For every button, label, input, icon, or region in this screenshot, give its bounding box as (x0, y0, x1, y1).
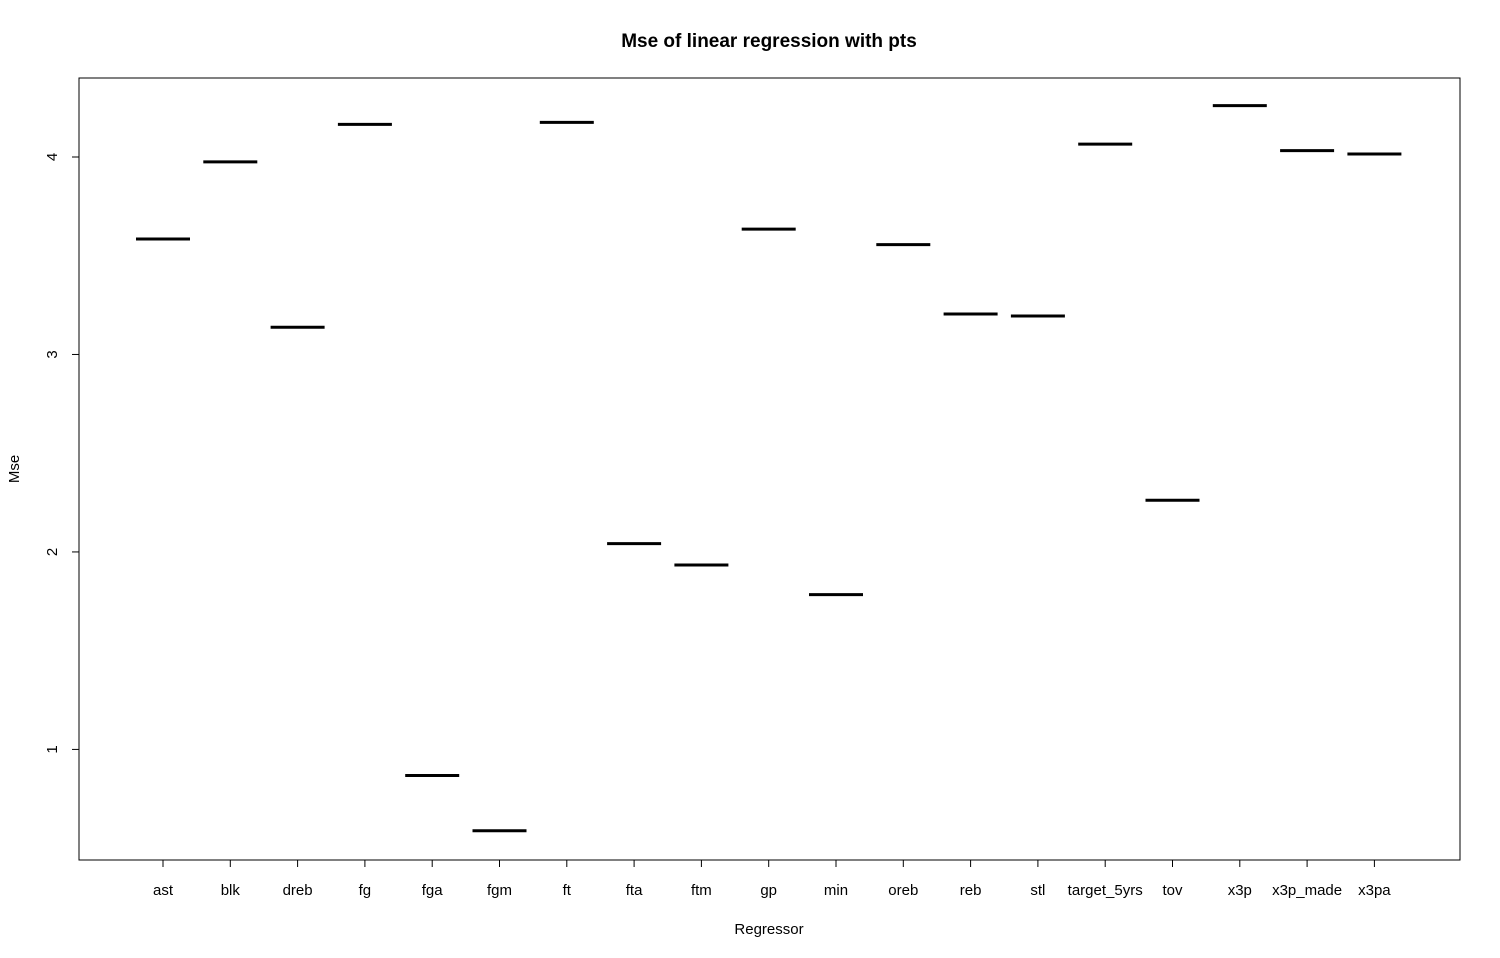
x-tick-label: blk (221, 882, 241, 899)
x-tick-label: fga (422, 882, 444, 899)
x-tick-label: ft (563, 882, 572, 899)
x-tick-label: tov (1162, 882, 1183, 899)
x-tick-label: fta (626, 882, 643, 899)
x-tick-label: oreb (888, 882, 918, 899)
x-tick-label: target_5yrs (1068, 882, 1143, 899)
x-tick-label: x3p (1228, 882, 1252, 899)
y-tick-label: 1 (44, 745, 61, 753)
y-tick-label: 4 (44, 153, 61, 161)
x-tick-label: dreb (283, 882, 313, 899)
x-tick-label: stl (1030, 882, 1045, 899)
y-axis: 1 2 3 4 (44, 153, 79, 754)
plot-frame (78, 77, 1461, 861)
x-axis: ast blk dreb fg fga fgm ft fta ftm gp min oreb reb st… (153, 860, 1391, 899)
x-tick-label: gp (760, 882, 777, 899)
x-tick-label: x3pa (1358, 882, 1391, 899)
x-tick-label: fgm (487, 882, 512, 899)
x-tick-label: fg (359, 882, 372, 899)
x-tick-label: x3p_made (1272, 882, 1342, 899)
y-tick-label: 3 (44, 350, 61, 358)
y-axis-label: Mse (6, 455, 23, 483)
x-tick-label: reb (960, 882, 982, 899)
x-tick-label: min (824, 882, 848, 899)
y-tick-label: 2 (44, 548, 61, 556)
x-tick-label: ast (153, 882, 174, 899)
chart-title: Mse of linear regression with pts (621, 31, 917, 52)
x-axis-label: Regressor (734, 921, 803, 938)
data-marks (136, 104, 1402, 833)
x-tick-label: ftm (691, 882, 712, 899)
